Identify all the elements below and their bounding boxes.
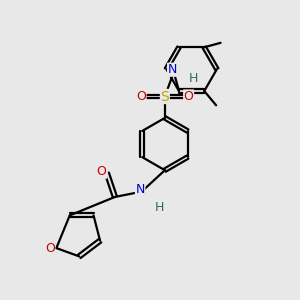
Text: S: S [160, 89, 169, 103]
Text: H: H [189, 72, 198, 85]
Text: O: O [45, 242, 55, 255]
Text: H: H [155, 202, 164, 214]
Text: O: O [97, 165, 106, 178]
Text: O: O [184, 90, 194, 103]
Text: O: O [136, 90, 146, 103]
Text: N: N [168, 63, 177, 76]
Text: N: N [136, 183, 145, 196]
